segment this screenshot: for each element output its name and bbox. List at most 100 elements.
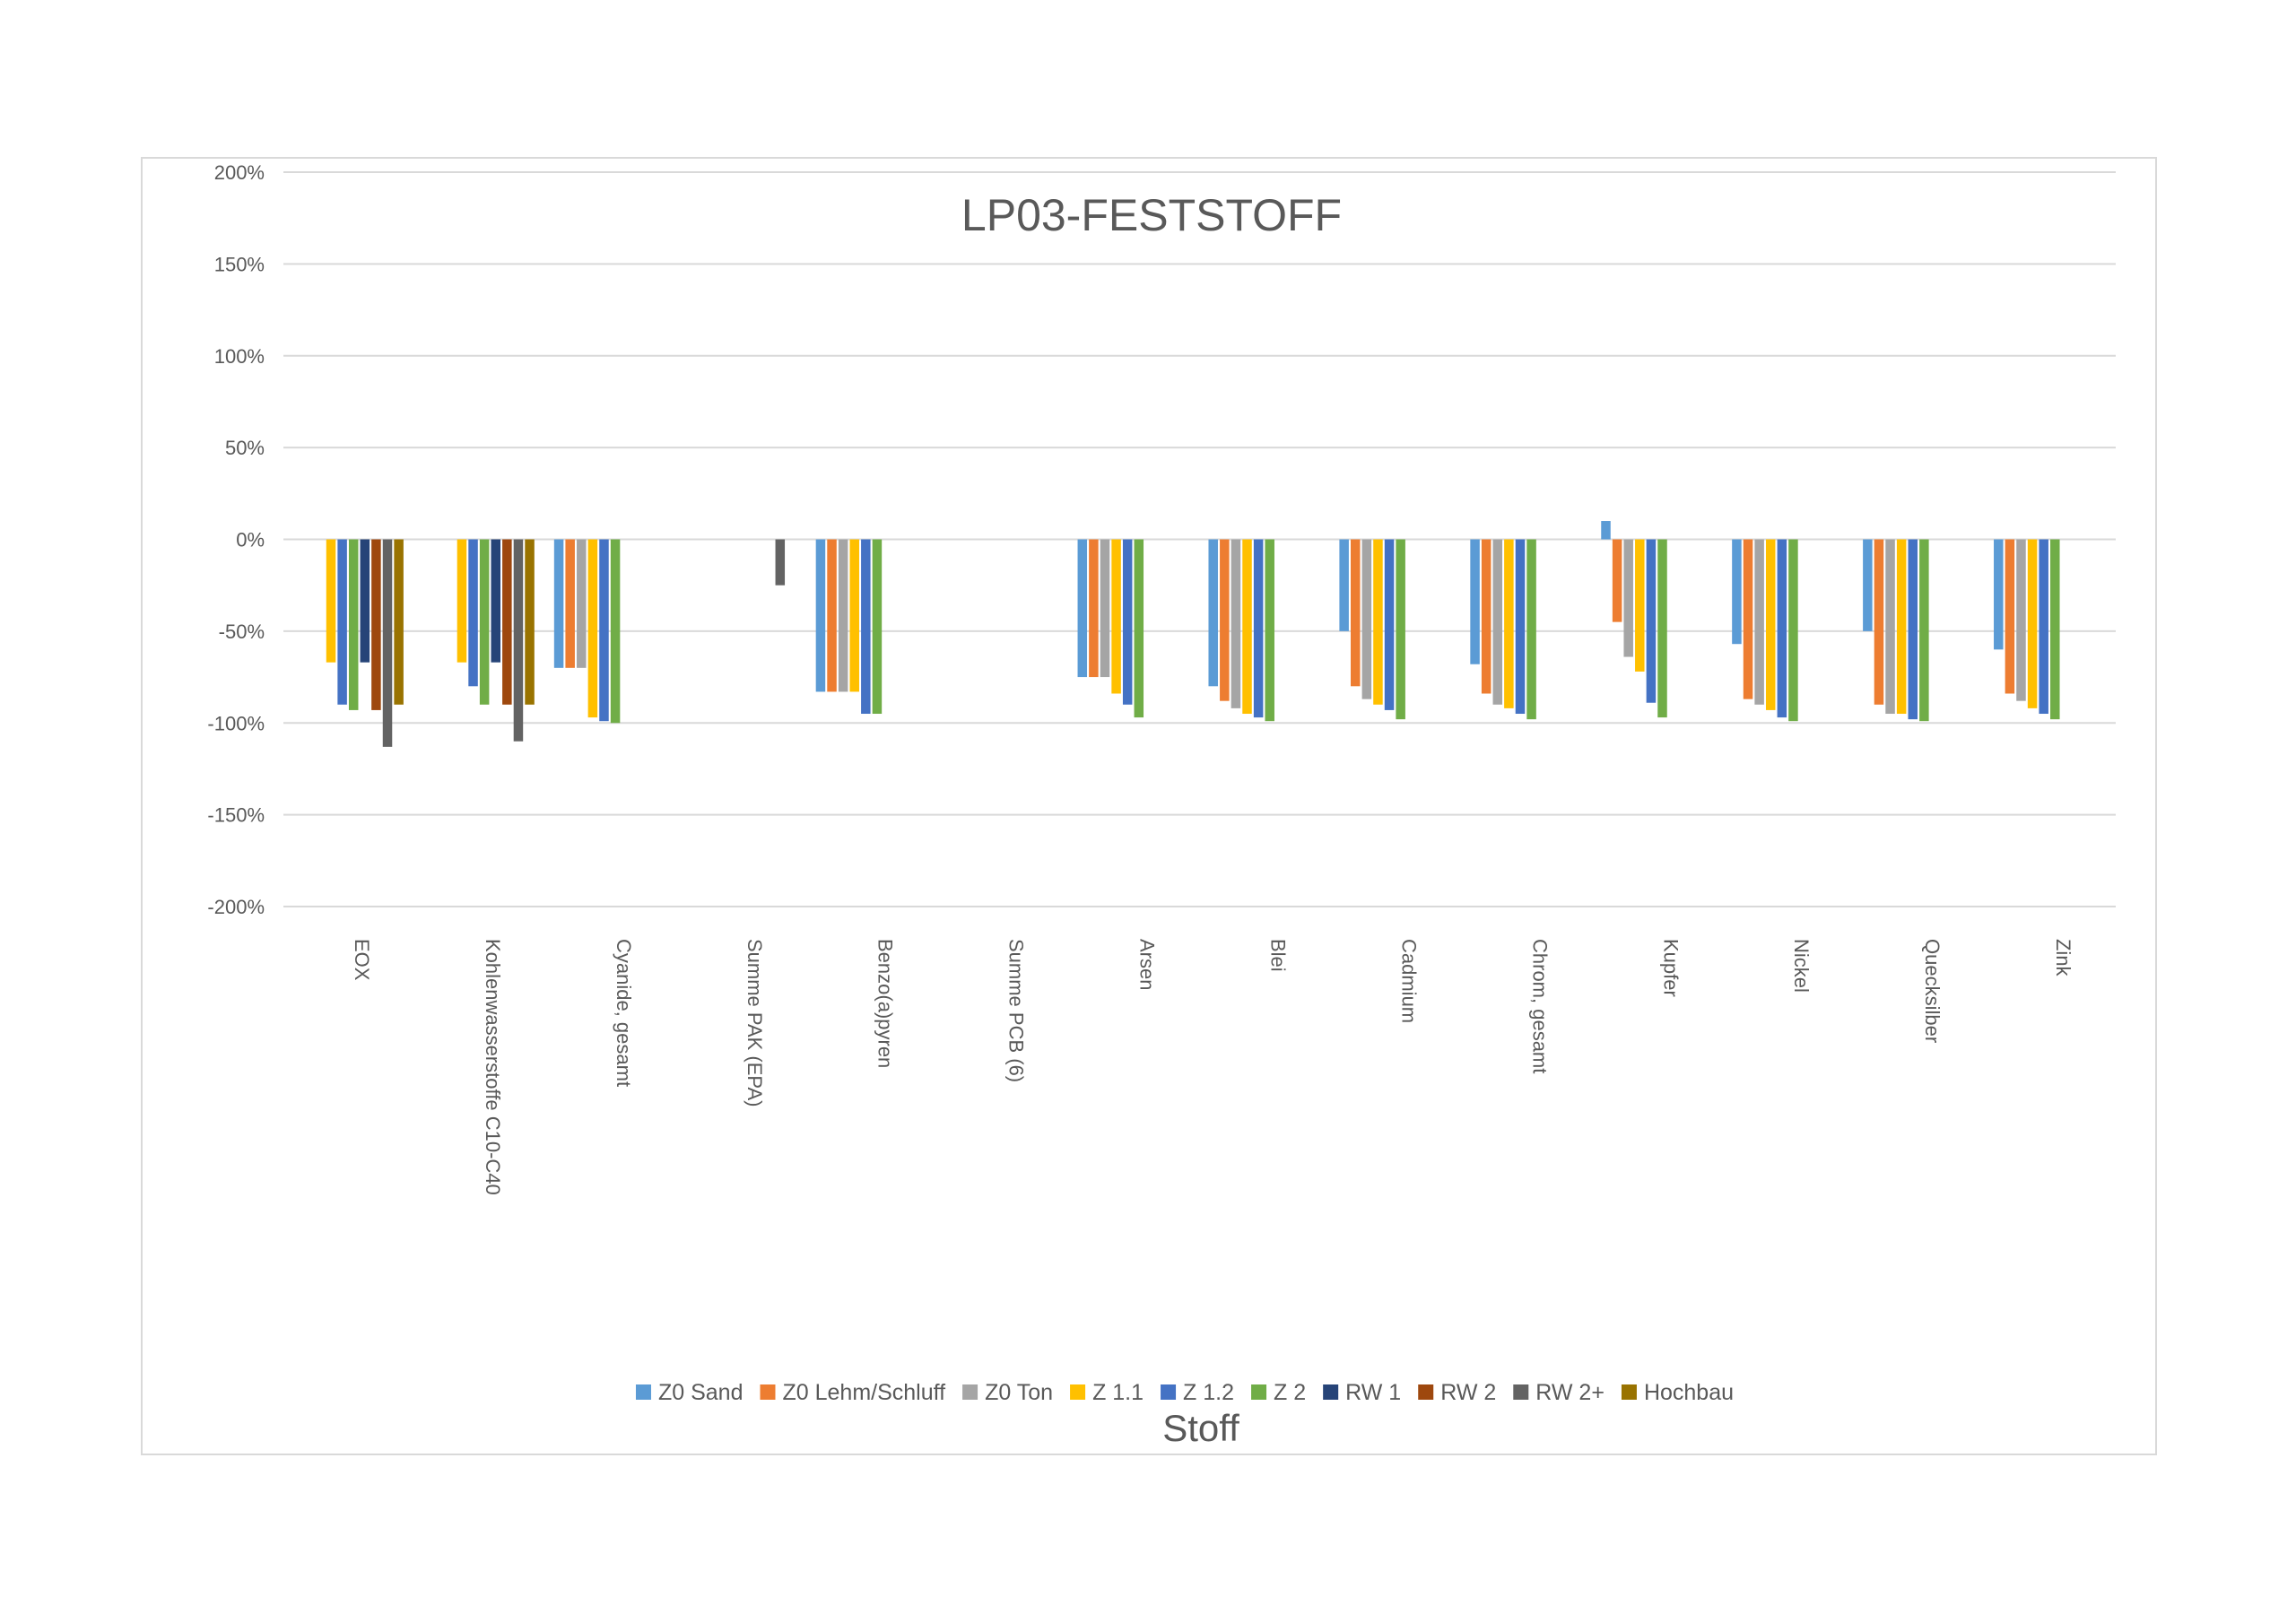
bar [1470, 539, 1480, 664]
bar [775, 539, 786, 586]
bar [1089, 539, 1099, 678]
category-label: Kupfer [1659, 939, 1682, 997]
bar [1515, 539, 1526, 715]
legend-swatch [1513, 1384, 1529, 1400]
bar [371, 539, 381, 710]
bar [491, 539, 500, 663]
legend-swatch [635, 1384, 651, 1400]
y-tick-label: -50% [219, 621, 265, 643]
y-tick-label: 200% [214, 161, 265, 184]
bar [337, 539, 347, 705]
legend-label: RW 2+ [1535, 1380, 1605, 1405]
bar [1788, 539, 1798, 722]
bar [2050, 539, 2060, 720]
bar [2016, 539, 2026, 701]
bar [1361, 539, 1372, 699]
bar [1919, 539, 1929, 722]
y-tick-label: 50% [225, 437, 265, 459]
category-label: Quecksilber [1921, 939, 1944, 1043]
bar [513, 539, 524, 742]
bar [1874, 539, 1884, 705]
bar [394, 539, 404, 705]
legend-label: RW 1 [1345, 1380, 1401, 1405]
bar [1339, 539, 1349, 631]
bar [457, 539, 467, 663]
bar [610, 539, 621, 724]
bar [1077, 539, 1088, 678]
bar [827, 539, 837, 692]
bar [382, 539, 393, 747]
bar [502, 539, 512, 705]
category-label: Summe PCB (6) [1005, 939, 1028, 1082]
legend-swatch [1323, 1384, 1339, 1400]
chart-svg: LP03-FESTSTOFF 200% 150% 100% 50% 0% -50% -100… [207, 161, 2116, 1449]
bar [1220, 539, 1230, 701]
category-label: Zink [2052, 939, 2074, 977]
bars [326, 521, 2060, 747]
bar [1481, 539, 1492, 694]
x-axis-title: Stoff [1162, 1407, 1239, 1449]
bar [1134, 539, 1144, 718]
y-tick-label: 100% [214, 345, 265, 368]
bar [1350, 539, 1361, 687]
y-tick-label: 150% [214, 253, 265, 275]
chart-title: LP03-FESTSTOFF [961, 190, 1342, 240]
bar [599, 539, 609, 722]
bar [1111, 539, 1121, 694]
y-axis-tick-labels: 200% 150% 100% 50% 0% -50% -100% -150% -200% [207, 161, 265, 918]
category-label: Summe PAK (EPA) [744, 939, 766, 1107]
legend-label: Z 1.2 [1183, 1380, 1234, 1405]
chart-frame: LP03-FESTSTOFF 200% 150% 100% 50% 0% -50% -100… [141, 157, 2157, 1455]
bar [849, 539, 859, 692]
bar [1908, 539, 1918, 720]
bar [1526, 539, 1536, 720]
bar [2039, 539, 2048, 715]
category-label: Kohlenwasserstoffe C10-C40 [482, 939, 504, 1195]
bar [360, 539, 370, 663]
bar [1732, 539, 1742, 645]
bar [348, 539, 359, 710]
y-tick-label: -200% [207, 896, 265, 918]
bar [553, 539, 564, 668]
category-label: Arsen [1136, 939, 1159, 990]
bar [479, 539, 490, 705]
bar [326, 539, 336, 663]
category-label: Cyanide, gesamt [613, 939, 635, 1087]
legend-label: Z 2 [1274, 1380, 1306, 1405]
bar [1384, 539, 1395, 710]
bar [1623, 539, 1633, 657]
category-label: Nickel [1790, 939, 1813, 993]
bar [1601, 521, 1611, 540]
legend-swatch [760, 1384, 776, 1400]
legend-label: Hochbau [1644, 1380, 1734, 1405]
bar [1253, 539, 1264, 718]
bar [587, 539, 598, 718]
legend: Z0 Sand Z0 Lehm/Schluff Z0 Ton Z 1.1 Z 1.2 Z … [635, 1380, 1734, 1405]
bar [1242, 539, 1252, 715]
bar [1265, 539, 1274, 722]
legend-label: Z0 Sand [658, 1380, 744, 1405]
category-label: Benzo(a)pyren [874, 939, 897, 1068]
bar [1863, 539, 1873, 631]
legend-label: Z0 Ton [985, 1380, 1053, 1405]
category-label: Cadmium [1397, 939, 1420, 1023]
bar [1504, 539, 1514, 708]
bar [1122, 539, 1133, 705]
y-tick-label: 0% [236, 529, 265, 551]
bar [1492, 539, 1503, 705]
bar [1396, 539, 1405, 720]
legend-swatch [962, 1384, 978, 1400]
legend-swatch [1070, 1384, 1086, 1400]
bar [872, 539, 883, 715]
bar [1646, 539, 1657, 703]
legend-swatch [1251, 1384, 1267, 1400]
legend-label: Z 1.1 [1092, 1380, 1144, 1405]
bar [1896, 539, 1907, 715]
legend-swatch [1161, 1384, 1177, 1400]
legend-swatch [1418, 1384, 1434, 1400]
y-tick-label: -100% [207, 712, 265, 734]
bar [525, 539, 535, 705]
x-axis-category-labels: EOX Kohlenwasserstoffe C10-C40 Cyanide, ge… [351, 939, 2074, 1195]
bar [1657, 539, 1667, 718]
bar [861, 539, 871, 715]
